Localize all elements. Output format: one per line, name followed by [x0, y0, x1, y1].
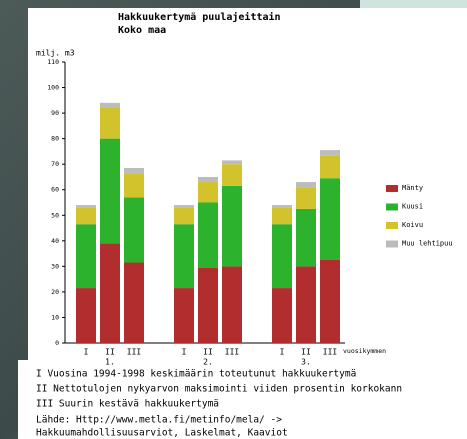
bar-segment	[100, 108, 120, 139]
bar-segment	[296, 182, 316, 187]
legend-label: Muu lehtipuu	[402, 240, 453, 248]
bar-segment	[174, 224, 194, 288]
group-label: 1.	[105, 358, 115, 367]
bar-segment	[100, 243, 120, 343]
legend-label: Koivu	[402, 221, 423, 229]
bar-segment	[272, 205, 292, 208]
y-tick-label: 20	[51, 288, 59, 296]
x-tick-label: I	[280, 348, 285, 357]
x-tick-label: I	[182, 348, 187, 357]
bar-segment	[320, 178, 340, 260]
group-label: 3.	[301, 358, 311, 367]
y-tick-label: 40	[51, 237, 59, 245]
legend-swatch	[386, 222, 398, 229]
bar-segment	[198, 177, 218, 182]
bar-segment	[76, 288, 96, 343]
bar-segment	[320, 150, 340, 155]
bar-segment	[198, 203, 218, 268]
bar-segment	[100, 103, 120, 108]
bar-segment	[76, 208, 96, 225]
legend-label: Mänty	[402, 184, 423, 192]
x-axis-label: vuosikymmen	[343, 347, 386, 355]
bar-segment	[100, 139, 120, 244]
y-tick-label: 90	[51, 109, 59, 117]
bar-segment	[76, 224, 96, 288]
y-tick-label: 10	[51, 313, 59, 321]
bar-segment	[124, 263, 144, 343]
y-tick-label: 110	[47, 58, 59, 66]
bar-segment	[124, 173, 144, 197]
legend-swatch	[386, 241, 398, 248]
bar-segment	[320, 260, 340, 343]
legend-label: Kuusi	[402, 203, 423, 211]
group-label: 2.	[203, 358, 213, 367]
y-axis-label: milj. m3	[36, 49, 75, 58]
bar-segment	[272, 288, 292, 343]
bar-segment	[272, 224, 292, 288]
bar-segment	[296, 266, 316, 343]
bar-segment	[174, 208, 194, 225]
y-tick-label: 0	[55, 339, 59, 347]
bar-segment	[124, 168, 144, 173]
y-tick-label: 50	[51, 211, 59, 219]
chart-title: Hakkuukertymä puulajeittain	[118, 11, 281, 23]
bar-segment	[76, 205, 96, 208]
note: II Nettotulojen nykyarvon maksimointi vi…	[36, 384, 402, 395]
note: III Suurin kestävä hakkuukertymä	[36, 399, 219, 410]
x-tick-label: III	[323, 348, 338, 357]
y-tick-label: 80	[51, 135, 59, 143]
source: Hakkuumahdollisuusarviot, Laskelmat, Kaa…	[36, 428, 288, 439]
screenshot: Hakkuukertymä puulajeittain Koko maa mil…	[0, 0, 467, 439]
bar-segment	[198, 268, 218, 343]
chart-subtitle: Koko maa	[118, 25, 166, 36]
legend-swatch	[386, 204, 398, 211]
x-tick-label: I	[84, 348, 89, 357]
x-tick-label: III	[127, 348, 142, 357]
note: I Vuosina 1994-1998 keskimäärin toteutun…	[36, 369, 356, 380]
bar-segment	[198, 182, 218, 202]
y-tick-label: 30	[51, 262, 59, 270]
x-tick-label: II	[105, 348, 115, 357]
y-tick-label: 100	[47, 84, 59, 92]
x-tick-label: II	[301, 348, 311, 357]
bar-segment	[222, 164, 242, 186]
y-tick-label: 70	[51, 160, 59, 168]
legend-swatch	[386, 185, 398, 192]
bar-segment	[222, 186, 242, 266]
bar-segment	[222, 266, 242, 343]
bar-segment	[174, 205, 194, 208]
source: Lähde: Http://www.metla.fi/metinfo/mela/…	[36, 415, 282, 426]
bar-segment	[272, 208, 292, 225]
y-tick-label: 60	[51, 186, 59, 194]
bar-segment	[124, 197, 144, 262]
bar-segment	[296, 187, 316, 209]
bar-segment	[174, 288, 194, 343]
x-tick-label: III	[225, 348, 240, 357]
bar-segment	[296, 209, 316, 266]
bar-segment	[320, 155, 340, 178]
bar-segment	[222, 160, 242, 164]
x-tick-label: II	[203, 348, 213, 357]
